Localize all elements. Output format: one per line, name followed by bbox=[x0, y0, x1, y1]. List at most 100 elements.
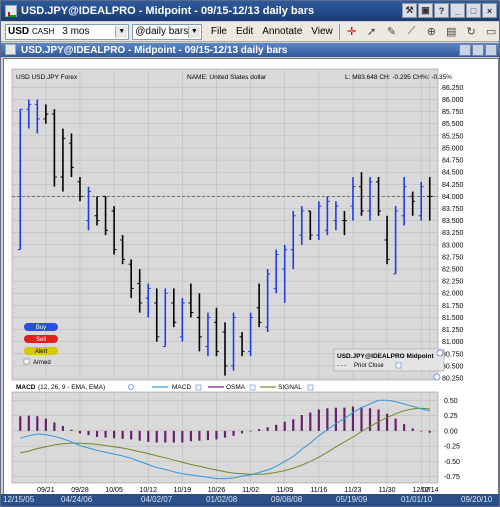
sell-button[interactable] bbox=[24, 335, 58, 343]
menu-annotate[interactable]: Annotate bbox=[262, 26, 303, 37]
ohlc-bar bbox=[111, 206, 117, 255]
price-tick-label: 85.500 bbox=[442, 121, 464, 128]
ohlc-bar bbox=[307, 210, 313, 240]
ohlc-bar bbox=[256, 283, 262, 328]
refresh-icon[interactable]: ↻ bbox=[466, 26, 476, 38]
ohlc-bar bbox=[60, 128, 66, 192]
bar-size-select[interactable]: @daily bars ▼ bbox=[132, 23, 202, 40]
ohlc-bar bbox=[358, 172, 364, 216]
chart-app-icon bbox=[5, 44, 16, 55]
trendline-icon[interactable]: ⟋ bbox=[407, 25, 416, 37]
price-legend: USD.JPY@IDEALPRO Midpoint - - - Prior Cl… bbox=[333, 348, 445, 372]
zoom-icon[interactable]: ⊕ bbox=[426, 26, 436, 38]
duration-value: 3 mos bbox=[62, 26, 90, 37]
ohlc-bar bbox=[333, 201, 339, 231]
tools-icon[interactable]: ⚒ bbox=[402, 3, 417, 18]
ohlc-bar bbox=[222, 322, 228, 376]
minimize-icon[interactable]: _ bbox=[450, 3, 465, 18]
macd-checkbox[interactable] bbox=[195, 384, 202, 391]
chart-area[interactable]: 86.250 86.000 85.750 85.500 85.250 85.000 84.7… bbox=[3, 58, 499, 498]
symbol-field[interactable]: USD CASH 3 mos ▼ bbox=[5, 23, 130, 40]
ruler-icon[interactable]: ✎ bbox=[386, 26, 397, 38]
timeline-date: 01/02/08 bbox=[206, 495, 238, 504]
ohlc-bar bbox=[103, 195, 109, 236]
ohlc-bar bbox=[367, 177, 373, 221]
price-chart[interactable]: 86.250 86.000 85.750 85.500 85.250 85.000 84.7… bbox=[4, 59, 498, 495]
chart-subtitle: USD.JPY@IDEALPRO - Midpoint - 09/15-12/1… bbox=[21, 44, 288, 56]
date-tick-label: 11/09 bbox=[276, 487, 293, 494]
ohlc-bar bbox=[427, 177, 433, 221]
menu-view[interactable]: View bbox=[311, 26, 333, 37]
date-tick-label: 11/23 bbox=[344, 487, 361, 494]
price-tick-label: 80.250 bbox=[442, 376, 464, 383]
crosshair-icon[interactable]: ✛ bbox=[347, 26, 357, 38]
timeline-end: 09/20/10 bbox=[461, 495, 493, 504]
ohlc-bar bbox=[196, 293, 202, 352]
legend-prior-close: Prior Close bbox=[354, 363, 384, 369]
ohlc-bar bbox=[154, 288, 160, 342]
instrument-name: NAME: United States dollar bbox=[187, 74, 267, 81]
chart-settings-icon[interactable]: ▣ bbox=[418, 3, 433, 18]
grid-lines bbox=[12, 69, 438, 483]
chevron-down-icon[interactable]: ▼ bbox=[187, 25, 200, 38]
ohlc-bar bbox=[248, 312, 254, 357]
ohlc-bar bbox=[231, 312, 237, 371]
signal-checkbox[interactable] bbox=[307, 384, 314, 391]
ohlc-bar bbox=[94, 196, 100, 226]
price-tick-label: 81.000 bbox=[442, 339, 464, 346]
price-tick-label: 83.750 bbox=[442, 206, 464, 213]
bar-size-value: @daily bars bbox=[135, 26, 189, 37]
layout-icon[interactable]: ▤ bbox=[446, 26, 457, 38]
quote-readout: L: M83.648 CH: -0.295 CH%: -0.35% bbox=[345, 74, 452, 81]
price-tick-label: 84.500 bbox=[442, 170, 464, 177]
help-icon[interactable]: ? bbox=[434, 3, 449, 18]
legend-settings-icon[interactable] bbox=[436, 349, 444, 357]
close-icon[interactable]: × bbox=[482, 3, 497, 18]
menu-edit[interactable]: Edit bbox=[235, 26, 254, 37]
prior-close-checkbox[interactable] bbox=[395, 362, 402, 369]
maximize-icon[interactable] bbox=[472, 44, 484, 56]
ohlc-bar bbox=[282, 244, 288, 303]
price-tick-label: 82.250 bbox=[442, 279, 464, 286]
ohlc-bar bbox=[179, 298, 185, 342]
price-tick-label: 80.750 bbox=[442, 351, 464, 358]
price-tick-label: 86.250 bbox=[442, 85, 464, 92]
timeline-date: 04/24/06 bbox=[61, 495, 93, 504]
sub-window-controls bbox=[459, 44, 497, 56]
ohlc-bar bbox=[34, 99, 40, 134]
date-tick-label: 10/12 bbox=[139, 487, 157, 494]
scroll-timeline[interactable]: 12/15/05 04/24/06 04/02/07 01/02/08 09/0… bbox=[1, 494, 499, 506]
restore-icon[interactable] bbox=[459, 44, 471, 56]
macd-settings-icon[interactable] bbox=[128, 384, 134, 390]
timeline-date: 09/08/08 bbox=[271, 495, 303, 504]
price-tick-label: 83.250 bbox=[442, 230, 464, 237]
price-tick-label: 81.500 bbox=[442, 315, 464, 322]
macd-tick-label: -0.50 bbox=[444, 459, 460, 466]
price-tick-label: 82.750 bbox=[442, 254, 464, 261]
date-tick-label: 12/14 bbox=[421, 487, 439, 494]
buy-button[interactable] bbox=[24, 323, 58, 331]
date-tick-label: 09/21 bbox=[37, 487, 55, 494]
timeline-date: 01/01/10 bbox=[401, 495, 433, 504]
chevron-down-icon[interactable]: ▼ bbox=[115, 25, 128, 38]
macd-tick-label: -0.75 bbox=[444, 474, 460, 481]
ohlc-bar bbox=[77, 177, 83, 202]
price-tick-label: 81.250 bbox=[442, 327, 464, 334]
menu-bar: USD CASH 3 mos ▼ @daily bars ▼ File Edit… bbox=[1, 22, 499, 42]
print-icon[interactable]: ▭ bbox=[485, 26, 497, 38]
alert-button[interactable] bbox=[24, 347, 58, 355]
close-icon[interactable] bbox=[485, 44, 497, 56]
price-tick-label: 82.000 bbox=[442, 291, 464, 298]
maximize-icon[interactable]: □ bbox=[466, 3, 481, 18]
pointer-icon[interactable]: ➚ bbox=[367, 26, 377, 38]
legend-series-label: USD.JPY@IDEALPRO Midpoint bbox=[337, 353, 434, 360]
ohlc-bar bbox=[316, 201, 322, 240]
osma-checkbox[interactable] bbox=[249, 384, 256, 391]
panel-resize-handle[interactable] bbox=[433, 373, 441, 381]
armed-checkbox[interactable] bbox=[23, 358, 30, 365]
menu-file[interactable]: File bbox=[210, 26, 227, 37]
chart-app-icon bbox=[5, 5, 17, 17]
price-tick-label: 85.000 bbox=[442, 145, 464, 152]
timeline-start: 12/15/05 bbox=[3, 495, 35, 504]
ohlc-bar bbox=[145, 283, 151, 318]
